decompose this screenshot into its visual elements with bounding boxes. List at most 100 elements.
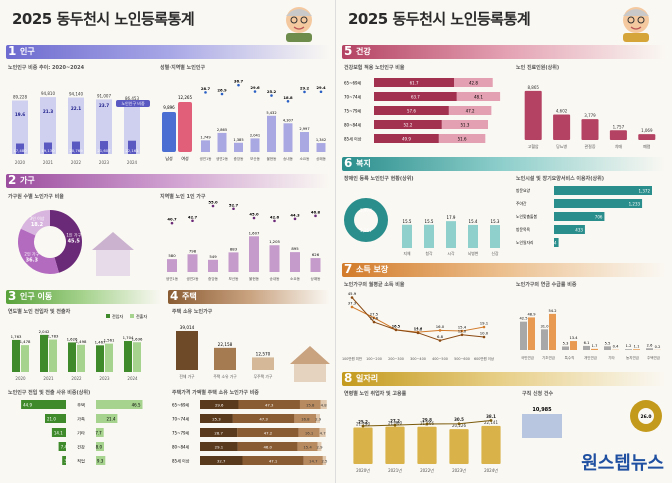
region-bar	[283, 123, 293, 152]
ratio-label: 23.7	[99, 103, 109, 108]
section-label: 인구	[20, 47, 35, 56]
total-value-label: 94,140	[69, 92, 83, 97]
ratio-label: 36.7	[234, 79, 244, 84]
type-label: 주택 소유 가구	[213, 374, 237, 379]
out-bar	[96, 400, 143, 409]
bar	[554, 225, 585, 234]
type-label: 청각	[426, 251, 433, 256]
total-bar	[96, 99, 112, 154]
tick-label: 2024년	[484, 467, 498, 473]
row-label: 70~74세	[344, 94, 362, 100]
bar	[176, 330, 198, 370]
donut-value: 26.0	[640, 414, 651, 420]
point-label: 15.4	[458, 325, 467, 330]
elderly-mascot-icon	[623, 7, 649, 42]
out-bar	[21, 345, 29, 372]
region-label: 생연1동	[200, 156, 213, 161]
slice-label: 3인 이상	[30, 215, 45, 221]
house-illustration	[96, 248, 130, 276]
total-value-label: 94,810	[41, 91, 55, 96]
bar-value-label: 4,602	[556, 109, 568, 114]
jobseek-donut-hole	[638, 408, 654, 424]
in-bar	[58, 442, 66, 451]
section-7-header: 7 소득 보장	[342, 262, 666, 277]
line-point	[489, 419, 493, 422]
section-number: 1	[8, 44, 17, 58]
service-label: 방문요양	[516, 188, 530, 193]
ratio-point	[211, 204, 215, 208]
count-label: 549	[209, 254, 217, 259]
b-label: 1.1	[634, 344, 640, 348]
count-label: 798	[189, 248, 197, 253]
a-label: 52.2	[403, 123, 412, 128]
pop-trend-title: 노인인구 비중 추이: 2020~2024	[8, 65, 85, 71]
a-bar	[625, 349, 632, 350]
legend-swatch	[106, 314, 110, 318]
slice-value: 18.2	[31, 222, 44, 228]
point-label: 6.8	[437, 334, 444, 339]
point-label: 16.5	[392, 323, 401, 328]
ratio-label: 19.6	[15, 112, 25, 117]
bar	[249, 236, 259, 272]
value-label: 39,014	[180, 325, 195, 330]
year-label: 2023	[99, 376, 110, 381]
out-value: 9.3	[97, 459, 104, 464]
section-number: 6	[344, 156, 353, 170]
b-label: 47.2	[466, 109, 475, 114]
disease-title: 노인 진료인원(상위)	[516, 65, 560, 71]
ratio-point	[252, 216, 256, 220]
a-bar	[374, 92, 457, 101]
year-label: 2021	[43, 160, 54, 165]
count-label: 1,607	[249, 230, 260, 235]
elderly-bar	[128, 140, 136, 154]
out-bar	[49, 339, 57, 372]
a-label: 57.6	[407, 109, 416, 114]
out-bar	[96, 428, 104, 437]
out-label: 1,498	[76, 339, 87, 344]
year-label: 2021	[43, 376, 54, 381]
row-label: 65~69세	[344, 80, 362, 86]
ratio-point	[204, 91, 207, 94]
point-label: 16.5	[392, 323, 401, 328]
service-chart: 방문요양 1,372 주야간 1,233 노인맞춤돌봄 706 방문목욕 433 노인일자리 64	[516, 186, 652, 247]
value-label: 15.4	[469, 219, 478, 224]
ratio-label: 46.8	[311, 209, 321, 214]
point-label: 13.8	[414, 326, 423, 331]
region-label: 소요동	[300, 156, 310, 161]
segment	[200, 414, 233, 423]
region-label: 보산동	[229, 276, 240, 281]
year-label: 2022	[71, 376, 82, 381]
b-label: 0.2	[655, 345, 661, 349]
tick-label: 2023년	[452, 467, 466, 473]
region-label: 중앙동	[208, 276, 219, 281]
bracket-label: 200~300	[388, 357, 404, 361]
region-bar	[201, 140, 210, 152]
left-page: 2025 동두천시 노인등록통계 1 인구 노인인구 비중 추이: 2020~2…	[6, 0, 336, 483]
point-label: 14.4	[414, 326, 423, 331]
b-bar	[528, 317, 535, 350]
region-label: 상패동	[316, 156, 326, 161]
region-bar	[267, 115, 276, 152]
section-5-header: 5 건강	[342, 44, 666, 59]
value-label: 12,570	[256, 351, 271, 356]
bracket-label: 300~400	[410, 357, 426, 361]
segment	[242, 456, 304, 465]
bar	[167, 259, 177, 272]
bracket-label: 400~500	[432, 357, 448, 361]
total-bar	[40, 97, 56, 154]
point-label: 27.5	[370, 311, 379, 316]
type-label: 무주택 가구	[254, 374, 273, 379]
housing-title: 주택 소유 노인가구	[172, 309, 213, 315]
segment-label: 46.0	[263, 445, 272, 450]
region-label: 불현동	[267, 156, 277, 161]
male-label: 남성	[165, 155, 173, 161]
year-label: 2022	[71, 160, 82, 165]
line-point	[457, 422, 461, 426]
year-label: 2020	[15, 160, 26, 165]
region-label: 생연2동	[186, 276, 199, 281]
bar	[290, 252, 300, 272]
segment-label: 15.8	[306, 403, 315, 408]
a-label: 5.5	[605, 341, 611, 345]
out-value: 21.4	[106, 417, 115, 422]
segment-label: 2.9	[317, 445, 324, 450]
